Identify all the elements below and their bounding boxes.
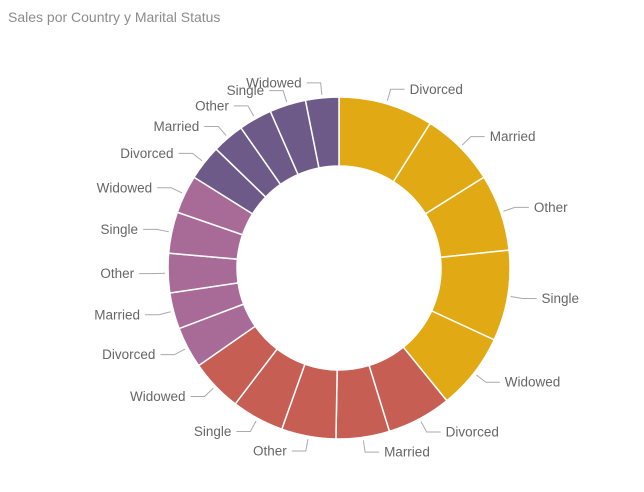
slice-label-17: Married [154, 119, 200, 134]
slice-label-4: Single [541, 291, 579, 306]
leader-line-15 [157, 187, 183, 194]
slice-label-11: Divorced [102, 347, 155, 362]
leader-line-2 [461, 136, 485, 146]
leader-line-8 [291, 439, 309, 452]
slice-label-10: Widowed [130, 389, 186, 404]
leader-line-10 [190, 387, 214, 398]
slice-label-20: Widowed [246, 75, 302, 90]
leader-line-17 [204, 125, 227, 136]
slice-label-6: Divorced [446, 425, 499, 440]
leader-line-14 [143, 228, 169, 233]
slice-label-12: Married [94, 307, 140, 322]
slice-label-18: Other [195, 98, 229, 113]
slice-label-14: Single [101, 222, 139, 237]
leader-line-12 [144, 311, 171, 316]
slice-label-5: Widowed [505, 375, 561, 390]
slice-label-15: Widowed [97, 180, 153, 195]
leader-line-9 [236, 420, 257, 433]
leader-line-5 [476, 374, 500, 383]
slice-label-3: Other [534, 200, 568, 215]
leader-line-16 [178, 152, 203, 162]
leader-line-19 [269, 90, 288, 103]
slice-label-16: Divorced [120, 146, 173, 161]
leader-line-4 [510, 296, 537, 299]
labels-group: DivorcedMarriedOtherSingleWidowedDivorce… [94, 75, 579, 459]
slice-label-2: Married [490, 129, 536, 144]
chart-title: Sales por Country y Marital Status [8, 9, 221, 25]
slice-label-1: Divorced [410, 82, 463, 97]
slice-label-13: Other [100, 266, 134, 281]
leader-line-18 [233, 105, 255, 117]
slice-label-9: Single [194, 424, 232, 439]
leader-line-11 [160, 348, 186, 356]
slice-label-8: Other [253, 444, 287, 459]
leader-line-7 [362, 440, 380, 453]
slice-label-19: Single [227, 83, 265, 98]
donut-slice-20[interactable] [304, 96, 340, 169]
leader-line-1 [386, 88, 405, 101]
leader-line-6 [420, 421, 441, 433]
leader-line-20 [306, 82, 323, 95]
slice-label-7: Married [384, 445, 430, 460]
slices-group [167, 96, 511, 440]
leader-line-3 [503, 206, 529, 212]
